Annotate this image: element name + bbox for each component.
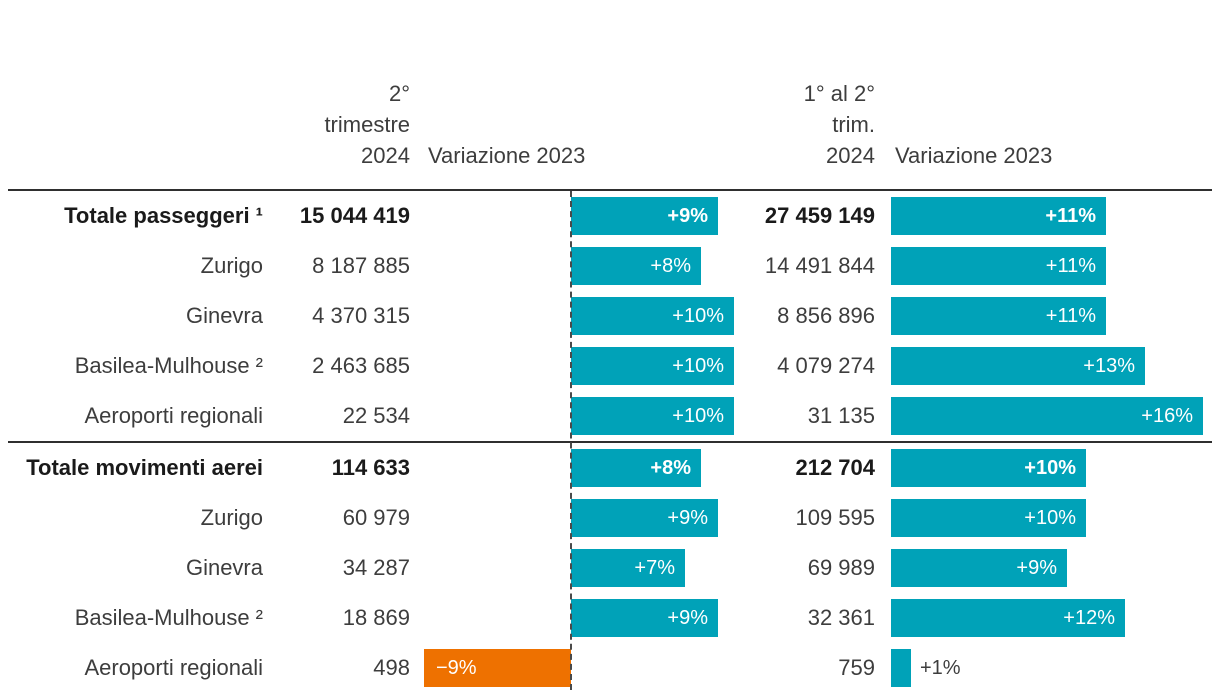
variation-bar-positive: +9% bbox=[571, 599, 718, 637]
value-h1-2024: 8 856 896 bbox=[777, 303, 875, 328]
zero-axis-dashed-line bbox=[570, 191, 572, 690]
variation-bar-label: +9% bbox=[667, 606, 708, 629]
variation-bar-label: +16% bbox=[1141, 404, 1193, 427]
variation-bar-label: +7% bbox=[634, 556, 675, 579]
variation-bar-positive: +11% bbox=[891, 197, 1106, 235]
value-h1-2024: 27 459 149 bbox=[764, 203, 875, 228]
table-row: Totale movimenti aerei 114 633 +8% 212 704 +… bbox=[0, 443, 1220, 493]
variation-bar-label: −9% bbox=[436, 656, 477, 679]
variation-bar-label: +10% bbox=[672, 354, 724, 377]
value-q2-2024: 498 bbox=[373, 655, 410, 680]
column-header-line: 2024 bbox=[361, 143, 410, 168]
variation-bar-label: +9% bbox=[1016, 556, 1057, 579]
column-header-line: 1° al 2° bbox=[803, 81, 875, 106]
row-label: Ginevra bbox=[185, 555, 263, 580]
column-header-line: 2° bbox=[388, 81, 410, 106]
variation-bar-positive: +12% bbox=[891, 599, 1125, 637]
variation-bar-label: +10% bbox=[1024, 506, 1076, 529]
value-h1-2024: 4 079 274 bbox=[777, 353, 875, 378]
variation-bar-positive: +10% bbox=[571, 397, 734, 435]
row-label: Basilea-Mulhouse ² bbox=[74, 353, 263, 378]
variation-bar-positive: +9% bbox=[571, 499, 718, 537]
row-label: Totale movimenti aerei bbox=[26, 455, 263, 480]
column-header-q2-2024: 2° trimestre 2024 bbox=[150, 78, 410, 171]
table-row: Ginevra 4 370 315 +10% 8 856 896 +11% bbox=[0, 291, 1220, 341]
variation-bar-label: +11% bbox=[1045, 254, 1096, 277]
value-h1-2024: 759 bbox=[838, 655, 875, 680]
value-q2-2024: 15 044 419 bbox=[299, 203, 410, 228]
table-row: Totale passeggeri ¹ 15 044 419 +9% 27 459 1… bbox=[0, 191, 1220, 241]
variation-bar-label: +11% bbox=[1045, 204, 1096, 227]
variation-bar-positive: +7% bbox=[571, 549, 685, 587]
column-header-variation-q2: Variazione 2023 bbox=[428, 143, 586, 168]
value-h1-2024: 109 595 bbox=[795, 505, 875, 530]
variation-bar-positive: +9% bbox=[891, 549, 1067, 587]
value-q2-2024: 8 187 885 bbox=[312, 253, 410, 278]
variation-bar-positive: +11% bbox=[891, 247, 1106, 285]
row-label: Aeroporti regionali bbox=[84, 655, 263, 680]
variation-bar-label: +10% bbox=[1024, 456, 1076, 479]
variation-bar-label: +9% bbox=[667, 204, 708, 227]
variation-bar-label: +11% bbox=[1045, 304, 1096, 327]
row-label: Totale passeggeri ¹ bbox=[64, 203, 263, 228]
value-q2-2024: 2 463 685 bbox=[312, 353, 410, 378]
variation-bar-positive: +8% bbox=[571, 247, 701, 285]
table-group-divider bbox=[8, 441, 1212, 443]
table-body: Totale passeggeri ¹ 15 044 419 +9% 27 459 1… bbox=[0, 191, 1220, 693]
variation-bar-positive bbox=[891, 649, 911, 687]
variation-bar-label: +10% bbox=[672, 404, 724, 427]
column-header-line: 2024 bbox=[826, 143, 875, 168]
table-row: Basilea-Mulhouse ² 18 869 +9% 32 361 +12% bbox=[0, 593, 1220, 643]
row-label: Aeroporti regionali bbox=[84, 403, 263, 428]
column-header-variation-h1: Variazione 2023 bbox=[895, 143, 1053, 168]
value-h1-2024: 14 491 844 bbox=[764, 253, 875, 278]
value-h1-2024: 31 135 bbox=[807, 403, 875, 428]
variation-bar-label: +1% bbox=[920, 657, 961, 679]
variation-bar-label: +12% bbox=[1063, 606, 1115, 629]
variation-bar-label: +10% bbox=[672, 304, 724, 327]
variation-bar-label: +9% bbox=[667, 506, 708, 529]
variation-bar-positive: +10% bbox=[571, 347, 734, 385]
value-q2-2024: 60 979 bbox=[342, 505, 410, 530]
variation-bar-positive: +10% bbox=[571, 297, 734, 335]
value-h1-2024: 32 361 bbox=[807, 605, 875, 630]
value-q2-2024: 22 534 bbox=[342, 403, 410, 428]
variation-bar-positive: +13% bbox=[891, 347, 1145, 385]
value-h1-2024: 212 704 bbox=[795, 455, 875, 480]
variation-bar-negative: −9% bbox=[424, 649, 571, 687]
variation-bar-positive: +11% bbox=[891, 297, 1106, 335]
variation-bar-positive: +16% bbox=[891, 397, 1203, 435]
variation-bar-positive: +8% bbox=[571, 449, 701, 487]
table-row: Aeroporti regionali 498 −9% 759 +1% bbox=[0, 643, 1220, 693]
value-q2-2024: 34 287 bbox=[342, 555, 410, 580]
table-row: Ginevra 34 287 +7% 69 989 +9% bbox=[0, 543, 1220, 593]
table-row: Zurigo 8 187 885 +8% 14 491 844 +11% bbox=[0, 241, 1220, 291]
value-h1-2024: 69 989 bbox=[807, 555, 875, 580]
table-row: Basilea-Mulhouse ² 2 463 685 +10% 4 079 274… bbox=[0, 341, 1220, 391]
table-top-rule bbox=[8, 189, 1212, 191]
value-q2-2024: 114 633 bbox=[331, 455, 410, 480]
value-q2-2024: 4 370 315 bbox=[312, 303, 410, 328]
variation-bar-positive: +10% bbox=[891, 449, 1086, 487]
row-label: Zurigo bbox=[200, 253, 263, 278]
row-label: Basilea-Mulhouse ² bbox=[74, 605, 263, 630]
column-header-line: trim. bbox=[832, 112, 875, 137]
variation-bar-label: +8% bbox=[650, 254, 691, 277]
table-row: Zurigo 60 979 +9% 109 595 +10% bbox=[0, 493, 1220, 543]
row-label: Zurigo bbox=[200, 505, 263, 530]
variation-bar-label: +8% bbox=[650, 456, 691, 479]
variation-bar-label: +13% bbox=[1083, 354, 1135, 377]
variation-bar-positive: +9% bbox=[571, 197, 718, 235]
column-header-h1-2024: 1° al 2° trim. 2024 bbox=[715, 78, 875, 171]
table-row: Aeroporti regionali 22 534 +10% 31 135 +16% bbox=[0, 391, 1220, 441]
row-label: Ginevra bbox=[185, 303, 263, 328]
variation-bar-positive: +10% bbox=[891, 499, 1086, 537]
value-q2-2024: 18 869 bbox=[342, 605, 410, 630]
column-header-line: trimestre bbox=[324, 112, 410, 137]
